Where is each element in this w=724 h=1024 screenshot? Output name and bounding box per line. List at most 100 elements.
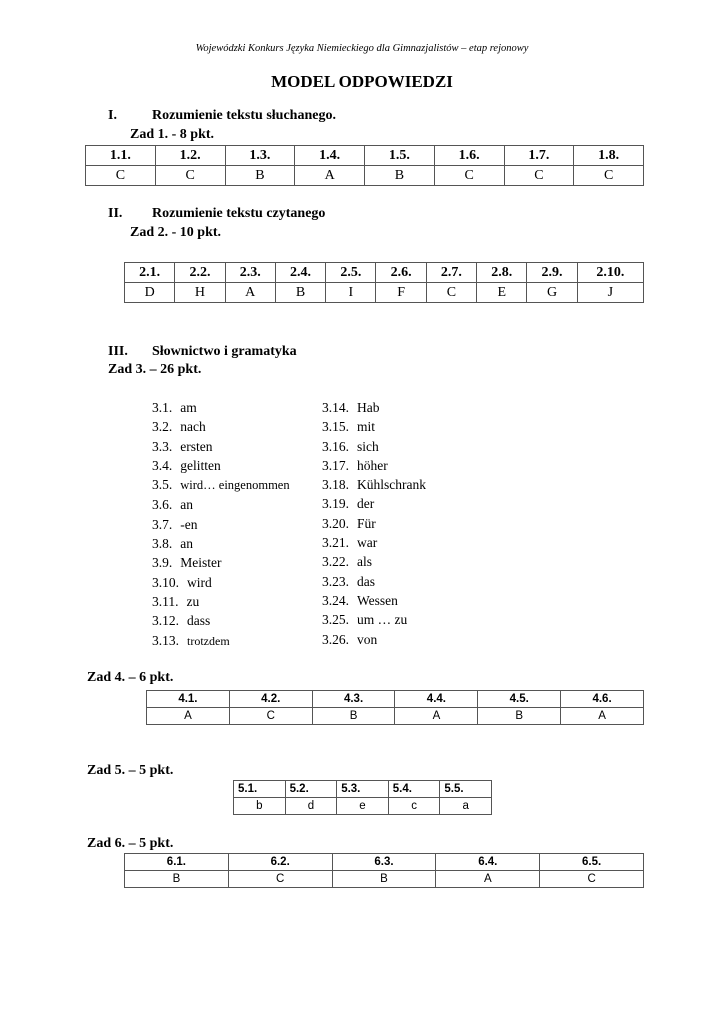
answer-item: 3.4. gelitten [152,456,290,475]
answer-number: 3.10. [152,574,179,590]
task-number-row: 5.1. 5.2. 5.3. 5.4. 5.5. [233,780,492,798]
answer-text: dass [187,613,211,629]
answer-item: 3.2. nach [152,417,290,436]
answer-number: 3.25. [322,612,349,628]
task-number-cell: 1.8. [573,145,644,166]
answer-item: 3.3. ersten [152,437,290,456]
answer-item: 3.25. um … zu [322,610,426,629]
task-number-row: 2.1. 2.2. 2.3. 2.4. 2.5. 2.6. 2.7. 2.8. 2.9. 2.10… [123,262,645,283]
task-number-row: 6.1. 6.2. 6.3. 6.4. 6.5. [124,853,644,871]
answer-number: 3.9. [152,555,173,571]
task-number-row: 4.1. 4.2. 4.3. 4.4. 4.5. 4.6. [146,690,644,708]
answer-cell: B [124,870,229,888]
answer-text: um … zu [357,612,408,628]
answer-cell: A [394,707,479,725]
answer-cell: C [227,870,333,888]
answer-cell: C [154,165,226,186]
answer-number: 3.24. [322,592,349,608]
answer-item: 3.21. war [322,533,426,552]
answer-text: das [357,573,375,589]
answer-cell: J [576,282,645,303]
answer-cell: C [228,707,313,725]
answer-cell: C [573,165,644,186]
answer-text: wird [187,574,212,590]
task-4-heading: Zad 4. – 6 pkt. [87,670,174,685]
section-1-title: Rozumienie tekstu słuchanego. [152,108,336,123]
answer-item: 3.14. Hab [322,398,426,417]
task-number-cell: 1.1. [85,145,156,166]
task-number-cell: 1.5. [364,145,435,166]
task-number-cell: 2.6. [375,262,427,283]
answer-number: 3.5. [152,477,173,493]
answer-item: 3.18. Kühlschrank [322,475,426,494]
answer-item: 3.19. der [322,494,426,513]
answer-cell: B [477,707,562,725]
answer-number: 3.3. [152,438,173,454]
answer-text: an [180,536,193,552]
task-number-cell: 5.1. [233,780,286,798]
answer-text: Für [357,515,376,531]
answer-text: von [357,631,378,647]
answer-item: 3.13. trotzdem [152,631,290,651]
answer-cell: C [425,282,478,303]
answer-item: 3.23. das [322,572,426,591]
task-number-cell: 6.2. [227,853,333,871]
task-number-cell: 2.1. [123,262,176,283]
task-number-cell: 4.1. [146,690,230,708]
task-2-answer-table: 2.1. 2.2. 2.3. 2.4. 2.5. 2.6. 2.7. 2.8. 2.9. 2.10… [123,262,645,303]
section-1-number: I. [108,108,117,123]
answer-text: gelitten [180,457,221,473]
task-2-heading: Zad 2. - 10 pkt. [130,225,222,240]
task-number-cell: 2.10. [576,262,645,283]
answer-cell: C [85,165,156,186]
answer-number: 3.4. [152,457,173,473]
task-number-cell: 4.6. [560,690,644,708]
task-number-cell: 4.2. [228,690,313,708]
answer-number: 3.11. [152,593,179,609]
answer-text: nach [180,419,206,435]
answer-cell: C [539,870,644,888]
answer-number: 3.17. [322,457,349,473]
answer-number: 3.23. [322,573,349,589]
answer-text: trotzdem [187,633,230,648]
task-number-cell: 6.4. [435,853,541,871]
answer-number: 3.26. [322,631,349,647]
task-1-heading: Zad 1. - 8 pkt. [130,127,215,142]
task-number-row: 1.1. 1.2. 1.3. 1.4. 1.5. 1.6. 1.7. 1.8. [85,145,644,166]
answer-text: zu [186,593,200,609]
answer-cell: a [439,797,492,815]
task-number-cell: 4.5. [477,690,562,708]
task-6-answer-table: 6.1. 6.2. 6.3. 6.4. 6.5. B C B A C [124,853,644,888]
answer-text: Hab [357,400,380,415]
answer-number: 3.14. [322,400,349,415]
answer-cell: c [387,797,441,815]
task-number-cell: 1.3. [224,145,296,166]
task-5-heading: Zad 5. – 5 pkt. [87,763,174,778]
answer-cell: D [123,282,176,303]
task-number-cell: 4.3. [311,690,396,708]
answer-text: am [180,400,197,415]
answer-cell: F [375,282,427,303]
task-3-heading: Zad 3. – 26 pkt. [108,362,202,377]
task-3-answers-right: 3.14. Hab 3.15. mit 3.16. sich 3.17. höher 3.18.… [322,398,426,649]
answer-number: 3.22. [322,554,349,570]
section-2-number: II. [108,206,123,221]
answer-cell: C [433,165,505,186]
answer-cell: I [325,282,377,303]
answer-cell: H [174,282,226,303]
answer-cell: A [146,707,230,725]
answer-number: 3.6. [152,497,173,513]
answer-text: als [357,554,372,570]
task-4-answer-table: 4.1. 4.2. 4.3. 4.4. 4.5. 4.6. A C B A B A [146,690,644,725]
answer-item: 3.12. dass [152,611,290,630]
answer-text: Wessen [357,592,398,608]
task-number-cell: 6.5. [539,853,644,871]
answer-text: der [357,496,375,512]
task-number-cell: 2.4. [274,262,327,283]
answer-item: 3.5. wird… eingenommen [152,475,290,495]
task-number-cell: 5.2. [284,780,338,798]
